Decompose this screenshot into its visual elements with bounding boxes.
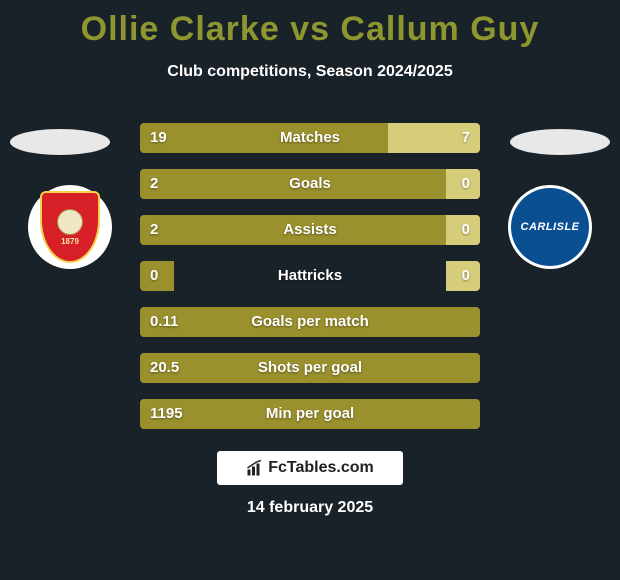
swindon-year: 1879 [61,237,79,246]
metric-value-right: 0 [462,169,470,199]
club-badge-left: 1879 [28,185,112,269]
metric-label: Matches [140,123,480,153]
metric-value-right: 0 [462,215,470,245]
page-title: Ollie Clarke vs Callum Guy [0,0,620,49]
metric-row: Goals per match0.11 [140,307,480,337]
metric-value-right: 0 [462,261,470,291]
metric-row: Shots per goal20.5 [140,353,480,383]
player-silhouette-left [10,129,110,155]
metric-value-left: 1195 [150,399,183,429]
metric-value-left: 2 [150,169,158,199]
carlisle-crest: CARLISLE [511,188,589,266]
subtitle: Club competitions, Season 2024/2025 [0,63,620,81]
metric-value-left: 20.5 [150,353,179,383]
brand-badge: FcTables.com [217,451,403,485]
brand-text: FcTables.com [268,459,374,477]
metric-row: Matches19 7 [140,123,480,153]
metric-row: Min per goal1195 [140,399,480,429]
date-label: 14 february 2025 [0,499,620,517]
metric-value-right: 7 [462,123,470,153]
brand-chart-icon [246,459,264,477]
metric-row: Goals2 0 [140,169,480,199]
metric-label: Goals per match [140,307,480,337]
player-silhouette-right [510,129,610,155]
metric-bars: Matches197Goals20Assists20Hattricks00Goa… [140,123,480,445]
metric-row: Hattricks0 0 [140,261,480,291]
metric-label: Goals [140,169,480,199]
metric-label: Hattricks [140,261,480,291]
metric-value-left: 19 [150,123,167,153]
metric-label: Shots per goal [140,353,480,383]
metric-value-left: 2 [150,215,158,245]
metric-label: Min per goal [140,399,480,429]
metric-value-left: 0 [150,261,158,291]
swindon-ball-icon [57,209,83,235]
carlisle-label: CARLISLE [521,221,580,233]
comparison-canvas: 1879 CARLISLE Matches197Goals20Assists20… [0,101,620,541]
club-badge-right: CARLISLE [508,185,592,269]
metric-row: Assists2 0 [140,215,480,245]
metric-label: Assists [140,215,480,245]
metric-value-left: 0.11 [150,307,178,337]
swindon-crest: 1879 [40,191,100,263]
